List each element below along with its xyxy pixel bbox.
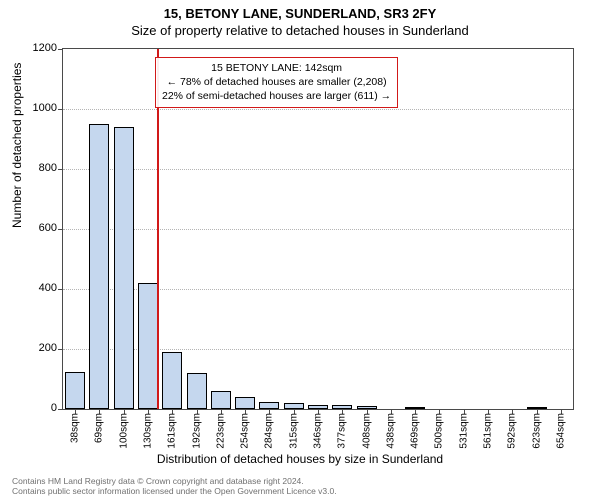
gridline bbox=[63, 169, 573, 170]
xtick-label: 223sqm bbox=[215, 413, 226, 449]
ytick-label: 800 bbox=[17, 162, 57, 174]
gridline bbox=[63, 109, 573, 110]
ytick-mark bbox=[58, 169, 63, 170]
xtick-label: 592sqm bbox=[507, 413, 518, 449]
histogram-bar bbox=[259, 402, 279, 410]
plot-area: 38sqm69sqm100sqm130sqm161sqm192sqm223sqm… bbox=[62, 48, 574, 410]
xtick-label: 161sqm bbox=[167, 413, 178, 449]
histogram-bar bbox=[162, 352, 182, 409]
xtick-label: 438sqm bbox=[385, 413, 396, 449]
ytick-label: 0 bbox=[17, 402, 57, 414]
ytick-mark bbox=[58, 229, 63, 230]
annotation-line2: ← 78% of detached houses are smaller (2,… bbox=[162, 75, 391, 89]
ytick-label: 1000 bbox=[17, 102, 57, 114]
histogram-bar bbox=[211, 391, 231, 409]
xtick-label: 654sqm bbox=[555, 413, 566, 449]
ytick-label: 400 bbox=[17, 282, 57, 294]
ytick-mark bbox=[58, 289, 63, 290]
histogram-bar bbox=[187, 373, 207, 409]
xtick-label: 315sqm bbox=[288, 413, 299, 449]
xtick-label: 377sqm bbox=[337, 413, 348, 449]
xtick-label: 69sqm bbox=[94, 413, 105, 443]
y-axis-label: Number of detached properties bbox=[10, 63, 24, 228]
xtick-label: 192sqm bbox=[191, 413, 202, 449]
xtick-label: 561sqm bbox=[483, 413, 494, 449]
xtick-label: 38sqm bbox=[70, 413, 81, 443]
xtick-label: 531sqm bbox=[458, 413, 469, 449]
histogram-bar bbox=[114, 127, 134, 409]
gridline bbox=[63, 229, 573, 230]
chart-title-address: 15, BETONY LANE, SUNDERLAND, SR3 2FY bbox=[0, 0, 600, 21]
ytick-mark bbox=[58, 49, 63, 50]
histogram-bar bbox=[138, 283, 158, 409]
ytick-mark bbox=[58, 349, 63, 350]
xtick-label: 130sqm bbox=[143, 413, 154, 449]
xtick-label: 254sqm bbox=[240, 413, 251, 449]
xtick-label: 346sqm bbox=[313, 413, 324, 449]
ytick-label: 1200 bbox=[17, 42, 57, 54]
xtick-label: 284sqm bbox=[264, 413, 275, 449]
footer-line2: Contains public sector information licen… bbox=[12, 486, 337, 497]
ytick-label: 600 bbox=[17, 222, 57, 234]
histogram-bar bbox=[89, 124, 109, 409]
annotation-line3: 22% of semi-detached houses are larger (… bbox=[162, 89, 391, 103]
footer-attribution: Contains HM Land Registry data © Crown c… bbox=[12, 476, 337, 497]
histogram-bar bbox=[235, 397, 255, 409]
xtick-label: 408sqm bbox=[361, 413, 372, 449]
x-axis-label: Distribution of detached houses by size … bbox=[0, 452, 600, 466]
ytick-mark bbox=[58, 409, 63, 410]
xtick-label: 100sqm bbox=[118, 413, 129, 449]
annotation-line1: 15 BETONY LANE: 142sqm bbox=[162, 61, 391, 75]
xtick-label: 623sqm bbox=[531, 413, 542, 449]
xtick-label: 500sqm bbox=[434, 413, 445, 449]
footer-line1: Contains HM Land Registry data © Crown c… bbox=[12, 476, 337, 487]
chart-title-desc: Size of property relative to detached ho… bbox=[0, 21, 600, 38]
xtick-label: 469sqm bbox=[410, 413, 421, 449]
annotation-box: 15 BETONY LANE: 142sqm← 78% of detached … bbox=[155, 57, 398, 108]
ytick-mark bbox=[58, 109, 63, 110]
histogram-bar bbox=[65, 372, 85, 410]
ytick-label: 200 bbox=[17, 342, 57, 354]
